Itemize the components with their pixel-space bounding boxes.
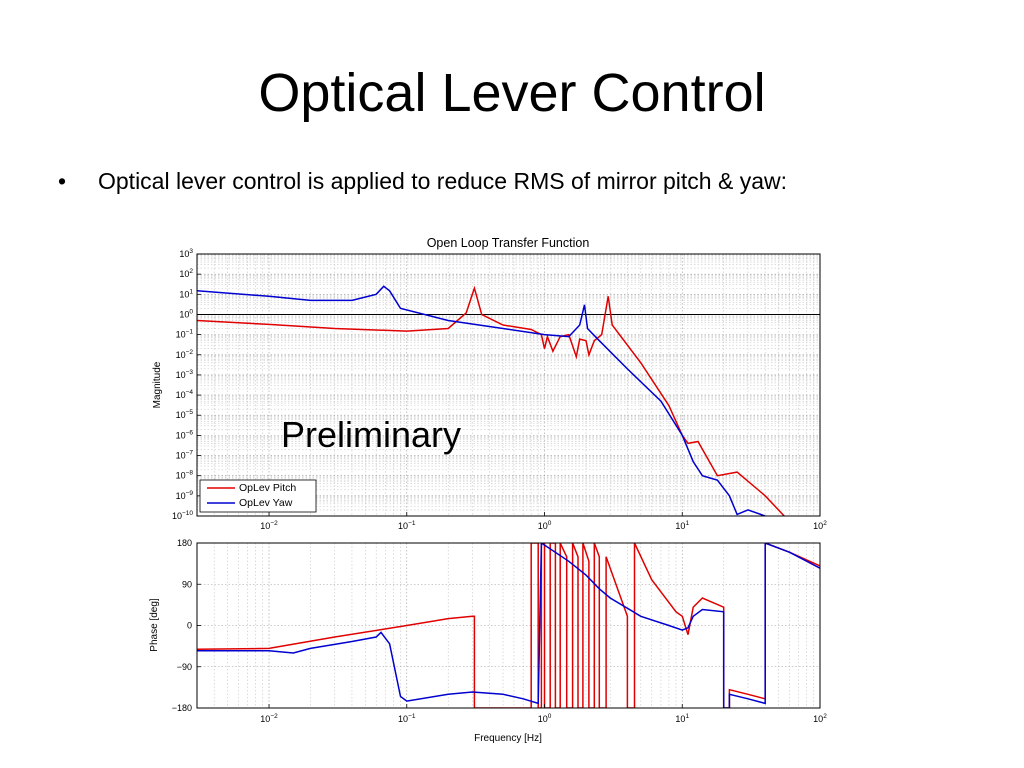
- x-tick-label: 102: [813, 713, 827, 724]
- y-tick-label: 101: [179, 288, 193, 299]
- y-tick-label: −180: [172, 703, 192, 713]
- pitch-magnitude-line: [197, 285, 785, 516]
- y-tick-label: 10−5: [176, 409, 194, 420]
- y-tick-label: 103: [179, 248, 193, 259]
- magnitude-frame: [196, 253, 821, 517]
- legend-label-pitch: OpLev Pitch: [239, 482, 296, 494]
- x-tick-label: 100: [538, 520, 552, 531]
- y-tick-label: 90: [182, 579, 192, 589]
- y-tick-label: 180: [177, 538, 192, 548]
- bullet-item: • Optical lever control is applied to re…: [58, 168, 787, 195]
- frequency-x-axis-label: Frequency [Hz]: [474, 733, 542, 744]
- legend-box: [199, 479, 317, 513]
- magnitude-y-axis-label: Magnitude: [152, 361, 163, 408]
- bullet-text: Optical lever control is applied to redu…: [98, 168, 787, 194]
- magnitude-x-ticks: 10−2 10−1 100 101 102: [260, 512, 827, 531]
- y-tick-label: 102: [179, 268, 193, 279]
- magnitude-chart: Open Loop Transfer Function 10−2 10−1 100 1…: [152, 236, 827, 531]
- magnitude-chart-title: Open Loop Transfer Function: [427, 236, 590, 250]
- x-tick-label: 101: [675, 520, 689, 531]
- x-tick-label: 10−1: [398, 713, 416, 724]
- y-tick-label: 0: [187, 621, 192, 631]
- y-tick-label: 10−10: [172, 510, 193, 521]
- y-tick-label: 10−6: [176, 429, 194, 440]
- preliminary-watermark: Preliminary: [281, 414, 461, 455]
- phase-y-ticks: 180 90 0 −90 −180: [172, 538, 201, 713]
- slide-title: Optical Lever Control: [258, 63, 766, 123]
- legend: OpLev Pitch OpLev Yaw: [199, 479, 317, 513]
- y-tick-label: 10−4: [176, 389, 194, 400]
- x-tick-label: 10−1: [398, 520, 416, 531]
- phase-x-ticks: 10−2 10−1 100 101 102: [260, 704, 827, 724]
- pitch-phase-line: [197, 543, 820, 708]
- y-tick-label: 10−9: [176, 490, 194, 501]
- phase-y-axis-label: Phase [deg]: [149, 598, 160, 652]
- y-tick-label: 10−3: [176, 369, 194, 380]
- y-tick-label: 10−2: [176, 349, 194, 360]
- x-tick-label: 102: [813, 520, 827, 531]
- y-tick-label: 100: [179, 308, 193, 319]
- phase-chart: 10−2 10−1 100 101 102 180 90 0 −90 −180 Phase [d…: [149, 538, 827, 744]
- x-tick-label: 101: [675, 713, 689, 724]
- x-tick-label: 10−2: [260, 520, 278, 531]
- yaw-magnitude-line: [197, 285, 766, 516]
- y-tick-label: −90: [177, 662, 192, 672]
- bullet-dot: •: [58, 168, 67, 194]
- magnitude-grid: [196, 254, 820, 517]
- x-tick-label: 100: [538, 713, 552, 724]
- legend-label-yaw: OpLev Yaw: [239, 497, 293, 509]
- x-tick-label: 10−2: [260, 713, 278, 724]
- magnitude-y-ticks: 103 102 101 100 10−1 10−2 10−3 10−4 10−5 10−6 10−7…: [172, 248, 201, 521]
- y-tick-label: 10−7: [176, 450, 194, 461]
- y-tick-label: 10−1: [176, 329, 194, 340]
- yaw-phase-line: [197, 543, 820, 708]
- y-tick-label: 10−8: [176, 470, 194, 481]
